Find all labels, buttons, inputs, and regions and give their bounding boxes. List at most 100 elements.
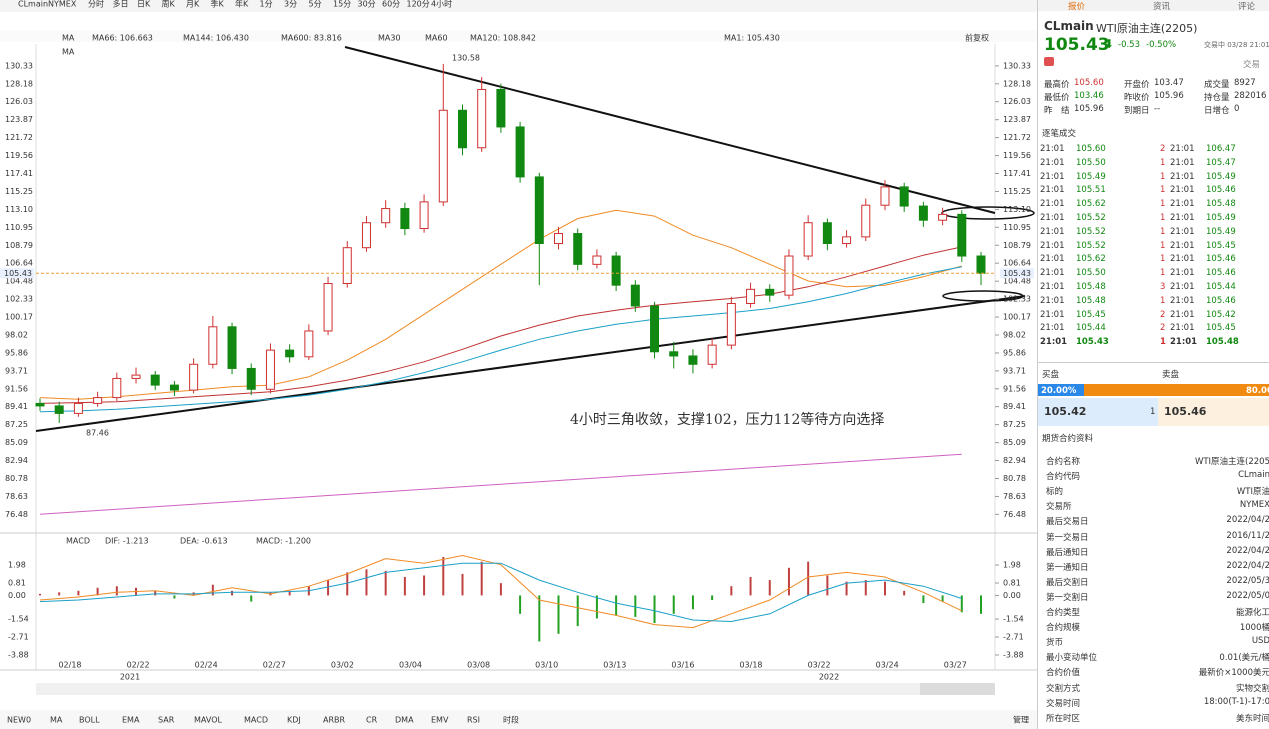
- indicator-tab[interactable]: EMV: [431, 716, 449, 725]
- scrollbar[interactable]: [36, 683, 995, 695]
- period-tab[interactable]: 5分: [309, 0, 322, 9]
- y-tick-label: 91.56: [5, 384, 28, 393]
- period-tab[interactable]: 60分: [382, 0, 400, 9]
- period-tab[interactable]: 日K: [137, 0, 151, 9]
- stat-value: 0: [1234, 104, 1240, 114]
- low-label: 87.46: [86, 428, 109, 437]
- indicator-tab[interactable]: CR: [366, 716, 378, 725]
- candle-body: [496, 88, 506, 128]
- contract-key: 最后交易日: [1046, 517, 1089, 528]
- manage[interactable]: 管理: [1013, 715, 1029, 725]
- indicator-tab[interactable]: SAR: [158, 716, 175, 725]
- indicator-tab[interactable]: 时段: [503, 715, 519, 725]
- contract-value: 最新价×1000美元: [1198, 668, 1269, 679]
- bottom-bar-bg: [0, 710, 1037, 729]
- price-tag: [1000, 268, 1034, 279]
- panel-tab[interactable]: 资讯: [1153, 2, 1171, 12]
- indicator-tab[interactable]: ARBR: [323, 716, 346, 725]
- trade-cell: 1: [1160, 240, 1166, 251]
- legend-bg: [0, 30, 1037, 42]
- contract-key: 合约类型: [1046, 608, 1081, 618]
- trade-cell: 1: [1160, 254, 1166, 265]
- y-tick-label: 110.95: [5, 223, 33, 232]
- ask: 105.46: [1164, 405, 1207, 418]
- y-tick-label: 121.72: [5, 133, 33, 142]
- period-tab[interactable]: 3分: [284, 0, 297, 9]
- y-tick-label: 115.25: [5, 187, 33, 196]
- period-tab[interactable]: 年K: [235, 0, 249, 9]
- trade-cell: 105.45: [1206, 240, 1236, 251]
- x-tick-label: 02/22: [127, 661, 150, 670]
- trade-cell: 105.42: [1206, 309, 1236, 320]
- period-tab[interactable]: 4小时: [431, 0, 452, 9]
- indicator-tab[interactable]: EMA: [122, 716, 140, 725]
- legend-item: MA1: 105.430: [724, 34, 780, 43]
- trade-cell: 105.52: [1076, 213, 1106, 223]
- trade-cell: 105.49: [1206, 171, 1236, 182]
- y-tick-label: -1.54: [8, 615, 29, 624]
- period-tab[interactable]: 15分: [333, 0, 351, 9]
- contract-value: 2022/04/2: [1226, 545, 1269, 556]
- indicator-tab[interactable]: MAVOL: [194, 716, 222, 725]
- indicator-tab[interactable]: BOLL: [79, 716, 100, 725]
- legend-item: MA120: 108.842: [470, 34, 536, 43]
- trade-cell: 105.48: [1206, 337, 1239, 348]
- y-tick-label: 106.64: [5, 259, 33, 268]
- adjust-mode[interactable]: 前复权: [965, 33, 989, 43]
- indicator-tab[interactable]: DMA: [395, 716, 414, 725]
- indicator-tab[interactable]: MACD: [244, 716, 268, 725]
- y-tick-label: 126.03: [5, 97, 33, 106]
- panel-tab[interactable]: 评论: [1238, 2, 1256, 12]
- indicator-tab[interactable]: KDJ: [287, 716, 301, 725]
- stat-value: 105.96: [1074, 104, 1104, 114]
- indicator-tab[interactable]: NEW0: [7, 716, 31, 725]
- period-tab[interactable]: 30分: [358, 0, 376, 9]
- candle-body: [400, 208, 410, 230]
- contract-key: 合约规模: [1046, 623, 1081, 634]
- divider: [1038, 362, 1269, 363]
- panel-tab[interactable]: 报价: [1068, 2, 1086, 12]
- trade-cell: 105.49: [1206, 226, 1236, 237]
- candle-body: [707, 344, 717, 365]
- trade-cell: 21:01: [1170, 199, 1195, 210]
- stat-label: 到期日: [1124, 106, 1150, 116]
- scroll-thumb[interactable]: [920, 683, 995, 695]
- y-tick-label: 113.10: [5, 205, 33, 214]
- period-tab[interactable]: 120分: [407, 0, 430, 9]
- contract-value: NYMEX: [1239, 500, 1269, 511]
- stat-label: 昨 结: [1044, 106, 1070, 116]
- y-tick-label: 87.25: [5, 420, 28, 429]
- trade-cell: 105.52: [1076, 226, 1106, 237]
- indicator-tab[interactable]: RSI: [467, 716, 480, 725]
- trade-cell: 105.44: [1206, 282, 1236, 292]
- period-tab[interactable]: 月K: [186, 0, 200, 9]
- y-tick-label: 115.25: [1003, 187, 1031, 196]
- buy-bar: [1038, 384, 1085, 396]
- y-tick-label: 117.41: [1003, 169, 1031, 178]
- period-tab[interactable]: 分时: [88, 0, 104, 9]
- stat-label: 昨收价: [1124, 93, 1150, 103]
- trade-cell: 21:01: [1040, 144, 1065, 154]
- symbol: CLmain: [1044, 19, 1094, 33]
- candle-body: [131, 374, 141, 379]
- period-tab[interactable]: 季K: [211, 0, 225, 9]
- period-tab[interactable]: 周K: [162, 0, 176, 9]
- period-tab[interactable]: 多日: [113, 0, 129, 9]
- y-tick-label: 98.02: [1003, 330, 1026, 339]
- candle-body: [438, 109, 448, 203]
- trade-btn[interactable]: 交易: [1243, 60, 1261, 70]
- y-tick-label: 89.41: [1003, 402, 1026, 411]
- legend-item: DEA: -0.613: [180, 537, 228, 546]
- y-tick-label: 119.56: [5, 151, 33, 160]
- price-tag-label: 105.43: [4, 269, 32, 278]
- trade-cell: 105.50: [1076, 268, 1106, 279]
- candle-body: [592, 255, 602, 265]
- candle-body: [227, 326, 237, 369]
- trade-cell: 105.46: [1206, 295, 1236, 306]
- stat-value: 8927: [1234, 78, 1256, 88]
- candle-body: [765, 288, 775, 296]
- period-tab[interactable]: 1分: [260, 0, 273, 9]
- indicator-tab[interactable]: MA: [50, 716, 63, 725]
- candle-body: [861, 204, 871, 238]
- trade-cell: 1: [1160, 185, 1166, 196]
